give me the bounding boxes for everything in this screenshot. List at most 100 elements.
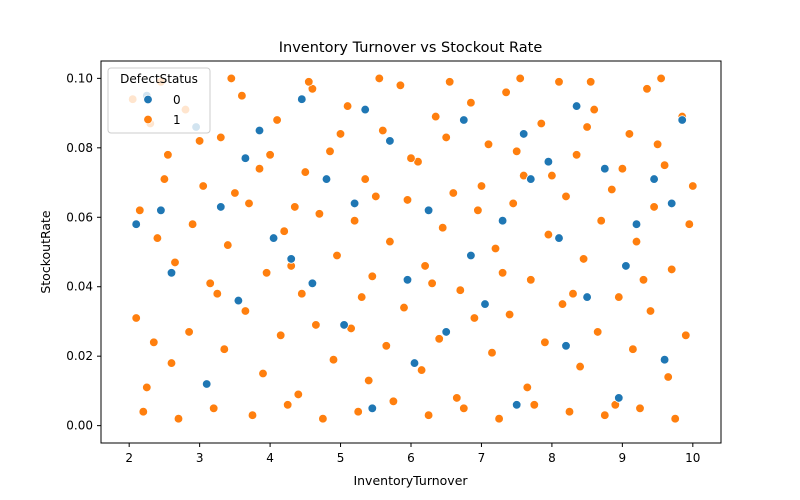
- scatter-point-1: [607, 184, 617, 195]
- scatter-point-1: [293, 389, 303, 400]
- scatter-point-1: [568, 289, 578, 299]
- scatter-point-1: [427, 278, 437, 288]
- scatter-point-0: [423, 205, 434, 215]
- scatter-point-1: [438, 223, 448, 233]
- y-axis-label: StockoutRate: [38, 210, 53, 294]
- scatter-point-1: [353, 407, 363, 417]
- scatter-point-0: [254, 125, 265, 136]
- scatter-point-1: [279, 226, 289, 236]
- scatter-point-0: [156, 205, 166, 215]
- scatter-point-1: [578, 254, 589, 264]
- y-tick-label: 0.06: [66, 210, 93, 224]
- scatter-point-1: [575, 361, 585, 372]
- scatter-point-1: [166, 358, 177, 368]
- scatter-point-1: [540, 337, 550, 347]
- scatter-point-0: [409, 358, 420, 368]
- y-tick-label: 0.04: [66, 280, 93, 294]
- scatter-point-1: [416, 365, 427, 375]
- scatter-point-1: [617, 164, 628, 174]
- scatter-point-1: [300, 167, 310, 177]
- scatter-point-1: [247, 410, 258, 420]
- scatter-point-1: [649, 202, 659, 212]
- scatter-point-1: [688, 181, 698, 191]
- scatter-point-1: [364, 375, 374, 386]
- y-tick-label: 0.08: [66, 141, 93, 155]
- scatter-point-1: [290, 202, 300, 212]
- scatter-point-0: [519, 129, 529, 139]
- scatter-point-1: [381, 341, 391, 351]
- scatter-point-0: [600, 164, 610, 174]
- scatter-point-1: [459, 403, 469, 413]
- scatter-point-1: [526, 275, 536, 285]
- scatter-points: [128, 73, 698, 424]
- scatter-point-1: [593, 327, 603, 337]
- scatter-point-1: [652, 139, 663, 149]
- scatter-point-1: [209, 403, 219, 413]
- scatter-point-1: [473, 205, 483, 215]
- scatter-point-1: [508, 198, 518, 209]
- legend-box: [107, 67, 211, 134]
- scatter-point-1: [283, 400, 293, 410]
- scatter-point-1: [406, 153, 416, 163]
- scatter-point-1: [223, 240, 233, 250]
- scatter-point-0: [614, 393, 624, 403]
- scatter-point-1: [589, 104, 599, 115]
- scatter-point-1: [258, 368, 268, 379]
- scatter-point-1: [395, 80, 406, 90]
- scatter-point-0: [554, 233, 564, 243]
- scatter-point-1: [237, 91, 247, 101]
- scatter-point-1: [431, 111, 441, 122]
- scatter-point-1: [522, 382, 532, 393]
- scatter-point-1: [600, 410, 610, 420]
- scatter-point-1: [244, 198, 254, 209]
- scatter-point-1: [318, 414, 328, 424]
- scatter-point-0: [631, 219, 642, 229]
- scatter-point-1: [325, 146, 335, 156]
- scatter-point-1: [420, 261, 430, 271]
- legend-marker-1: [143, 114, 153, 125]
- scatter-point-1: [631, 236, 642, 247]
- scatter-point-0: [202, 379, 212, 389]
- scatter-point-1: [205, 278, 215, 288]
- scatter-point-1: [187, 219, 198, 229]
- y-tick-label: 0.02: [66, 349, 93, 363]
- scatter-point-1: [198, 181, 208, 191]
- scatter-point-1: [219, 344, 229, 354]
- scatter-point-1: [596, 216, 606, 226]
- scatter-point-1: [582, 122, 592, 132]
- scatter-point-1: [212, 289, 222, 299]
- scatter-point-0: [321, 174, 332, 184]
- scatter-point-1: [378, 125, 388, 136]
- scatter-point-1: [360, 174, 370, 184]
- scatter-point-1: [554, 77, 564, 87]
- scatter-point-1: [423, 410, 434, 420]
- scatter-point-0: [216, 202, 226, 212]
- scatter-point-1: [367, 271, 377, 281]
- scatter-point-1: [297, 289, 307, 299]
- scatter-point-1: [515, 73, 525, 84]
- scatter-point-1: [152, 233, 163, 243]
- x-tick-label: 2: [125, 451, 133, 465]
- scatter-point-1: [452, 393, 462, 403]
- scatter-point-1: [487, 348, 497, 358]
- scatter-point-0: [459, 115, 469, 125]
- scatter-point-1: [276, 330, 286, 340]
- scatter-point-1: [184, 327, 194, 337]
- scatter-point-1: [670, 414, 680, 424]
- scatter-point-0: [385, 136, 395, 146]
- scatter-point-1: [557, 299, 568, 309]
- scatter-point-1: [642, 84, 652, 94]
- scatter-point-1: [490, 243, 501, 254]
- scatter-point-1: [547, 170, 557, 181]
- x-tick-label: 8: [548, 451, 556, 465]
- scatter-point-0: [286, 254, 296, 264]
- scatter-point-1: [385, 236, 395, 247]
- scatter-point-1: [476, 181, 487, 191]
- x-tick-label: 6: [407, 451, 415, 465]
- x-tick-label: 3: [196, 451, 204, 465]
- scatter-point-1: [656, 73, 666, 84]
- scatter-point-0: [659, 355, 670, 365]
- y-tick-label: 0.10: [66, 71, 93, 85]
- scatter-point-0: [512, 400, 522, 410]
